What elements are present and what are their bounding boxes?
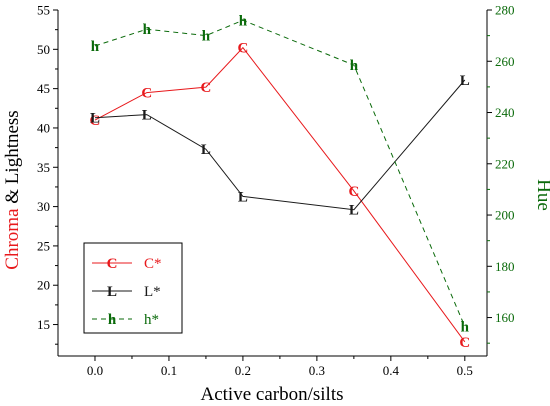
data-point-l: L — [460, 73, 470, 89]
y-left-tick-label: 30 — [37, 199, 50, 214]
y-right-tick-label: 160 — [495, 310, 515, 325]
legend-marker-c: C — [107, 256, 118, 272]
data-point-l: L — [238, 189, 248, 205]
y-right-tick-label: 220 — [495, 156, 515, 171]
y-left-tick-label: 15 — [37, 317, 50, 332]
data-point-c: C — [90, 113, 101, 129]
data-point-h: h — [461, 320, 470, 336]
y-left-tick-label: 25 — [37, 238, 50, 253]
data-point-h: h — [143, 22, 152, 38]
data-point-c: C — [237, 41, 248, 57]
axes: 0.0 0.1 0.2 0.3 0.4 0.5 15 20 25 30 35 40 45 50 55 160 1… — [37, 3, 515, 379]
y-left-title-chroma: Chroma — [2, 208, 23, 270]
x-tick-label: 0.0 — [87, 363, 103, 378]
legend-box — [83, 242, 183, 334]
x-tick-label: 0.3 — [309, 363, 325, 378]
x-tick-label: 0.2 — [235, 363, 251, 378]
y-left-tick-label: 35 — [37, 160, 50, 175]
x-tick-label: 0.4 — [383, 363, 400, 378]
y-left-axis-title: Chroma & Lightness — [2, 110, 23, 269]
y-left-tick-label: 40 — [37, 120, 50, 135]
y-left-tick-label: 50 — [37, 42, 50, 57]
data-point-l: L — [90, 111, 100, 127]
series-line-h — [94, 19, 466, 327]
y-left-tick-label: 55 — [37, 3, 50, 18]
x-tick-label: 0.1 — [161, 363, 177, 378]
data-point-c: C — [201, 80, 212, 96]
x-axis-title: Active carbon/silts — [201, 384, 344, 405]
data-point-h: h — [91, 39, 100, 55]
y-right-tick-label: 180 — [495, 259, 515, 274]
y-left-tick-label: 20 — [37, 278, 50, 293]
series-line-l — [94, 79, 466, 211]
y-right-tick-label: 200 — [495, 208, 515, 223]
data-point-h: h — [202, 29, 211, 45]
legend: C C* L L* h h* — [83, 242, 183, 334]
y-right-tick-label: 260 — [495, 54, 515, 69]
legend-marker-h: h — [108, 312, 117, 328]
y-left-tick-label: 45 — [37, 81, 50, 96]
y-right-tick-label: 280 — [495, 3, 515, 18]
data-point-c: C — [459, 335, 470, 351]
legend-label-l: L* — [144, 284, 161, 300]
series-line-c — [94, 46, 466, 343]
y-right-tick-label: 240 — [495, 105, 515, 120]
data-point-h: h — [350, 58, 359, 74]
data-point-l: L — [142, 108, 152, 124]
data-point-c: C — [141, 86, 152, 102]
data-point-l: L — [201, 142, 211, 158]
data-point-c: C — [348, 184, 359, 200]
data-point-h: h — [239, 13, 248, 29]
x-tick-label: 0.5 — [457, 363, 473, 378]
y-left-title-lightness: & Lightness — [2, 110, 23, 208]
data-point-l: L — [349, 203, 359, 219]
y-right-axis-title: Hue — [533, 179, 550, 211]
legend-label-h: h* — [144, 312, 159, 328]
legend-label-c: C* — [144, 256, 162, 272]
legend-marker-l: L — [107, 284, 117, 300]
